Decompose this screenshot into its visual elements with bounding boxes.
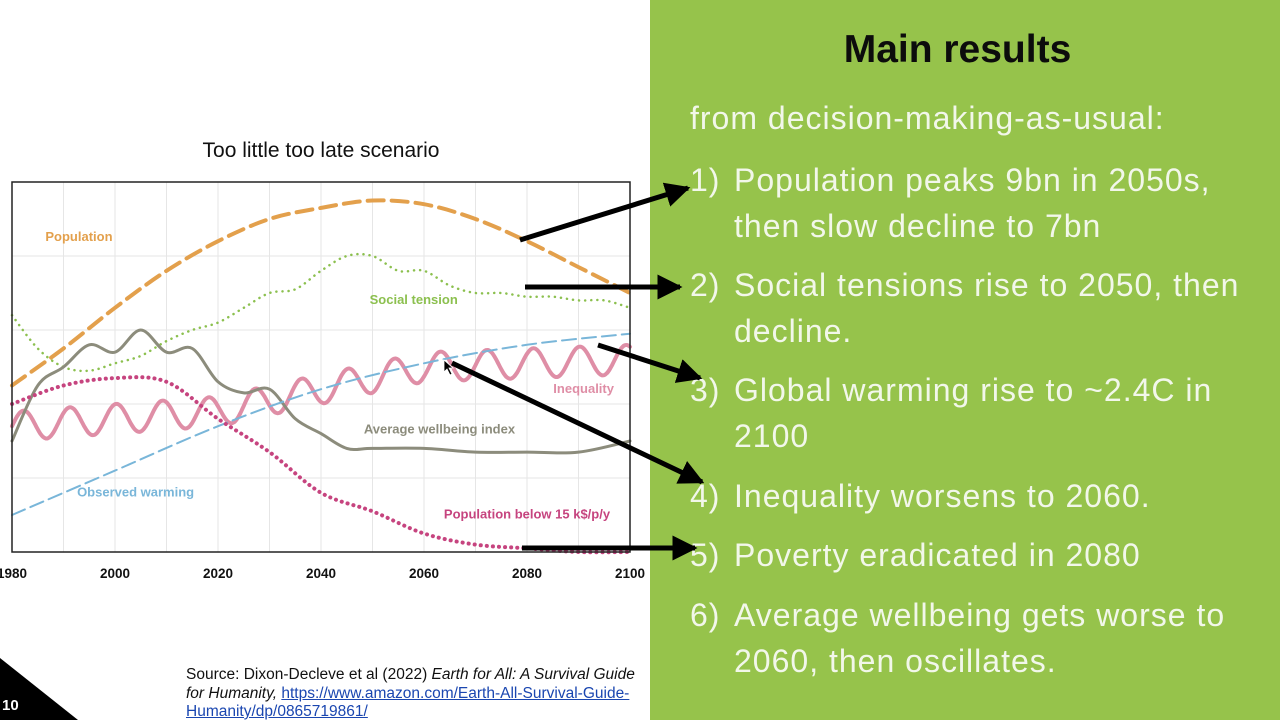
result-text: Average wellbeing gets worse to 2060, th…: [734, 597, 1226, 679]
slide-number: 10: [2, 697, 19, 714]
series-line-inequality: [10, 342, 632, 441]
x-tick-label: 2000: [100, 566, 130, 581]
result-number: 1): [690, 162, 721, 198]
series-line-observed-warming: [11, 332, 631, 516]
series-label-average-wellbeing-index: Average wellbeing index: [364, 422, 516, 437]
chart-title: Too little too late scenario: [202, 139, 440, 162]
series-label-social-tension: Social tension: [370, 292, 458, 307]
result-number: 6): [690, 597, 721, 633]
source-book-title: Earth for All: A Survival Guide for Huma…: [186, 666, 635, 702]
result-text: Population peaks 9bn in 2050s, then slow…: [734, 162, 1211, 244]
results-intro: from decision-making-as-usual:: [690, 100, 1165, 136]
result-number: 5): [690, 537, 721, 573]
series-label-population-below-15-k-p-y: Population below 15 k$/p/y: [444, 507, 611, 522]
x-tick-label: 2040: [306, 566, 336, 581]
result-text: Social tensions rise to 2050, then decli…: [734, 267, 1240, 349]
result-number: 2): [690, 267, 721, 303]
series-line-population-below-15-k-p-y: [10, 375, 632, 555]
results-title: Main results: [843, 28, 1072, 71]
series-label-population: Population: [45, 229, 112, 244]
result-text: Inequality worsens to 2060.: [734, 478, 1151, 514]
x-tick-label: 2080: [512, 566, 542, 581]
source-citation: Source: Dixon-Decleve et al (2022) Earth…: [186, 666, 646, 720]
result-number: 3): [690, 372, 721, 408]
x-tick-label: 1980: [0, 566, 27, 581]
result-number: 4): [690, 478, 721, 514]
result-text: Poverty eradicated in 2080: [734, 537, 1141, 573]
series-label-observed-warming: Observed warming: [77, 485, 194, 500]
source-link[interactable]: https://www.amazon.com/Earth-All-Surviva…: [186, 684, 630, 720]
x-tick-label: 2100: [615, 566, 645, 581]
series-line-social-tension: [10, 252, 632, 373]
series-label-inequality: Inequality: [553, 381, 614, 396]
line-chart: Population Social tension Inequality Averag…: [0, 181, 645, 581]
x-tick-label: 2060: [409, 566, 439, 581]
slide-corner-mark: [0, 658, 78, 720]
x-tick-label: 2020: [203, 566, 233, 581]
results-panel: [650, 0, 1280, 720]
chart-panel: Too little too late scenario Population S…: [0, 139, 646, 720]
source-prefix: Source: Dixon-Decleve et al (2022): [186, 666, 432, 683]
result-text: Global warming rise to ~2.4C in 2100: [734, 372, 1213, 454]
